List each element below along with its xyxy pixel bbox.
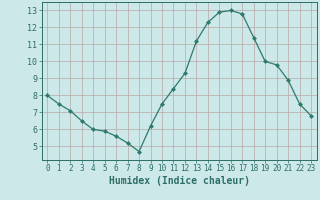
X-axis label: Humidex (Indice chaleur): Humidex (Indice chaleur) [109, 176, 250, 186]
